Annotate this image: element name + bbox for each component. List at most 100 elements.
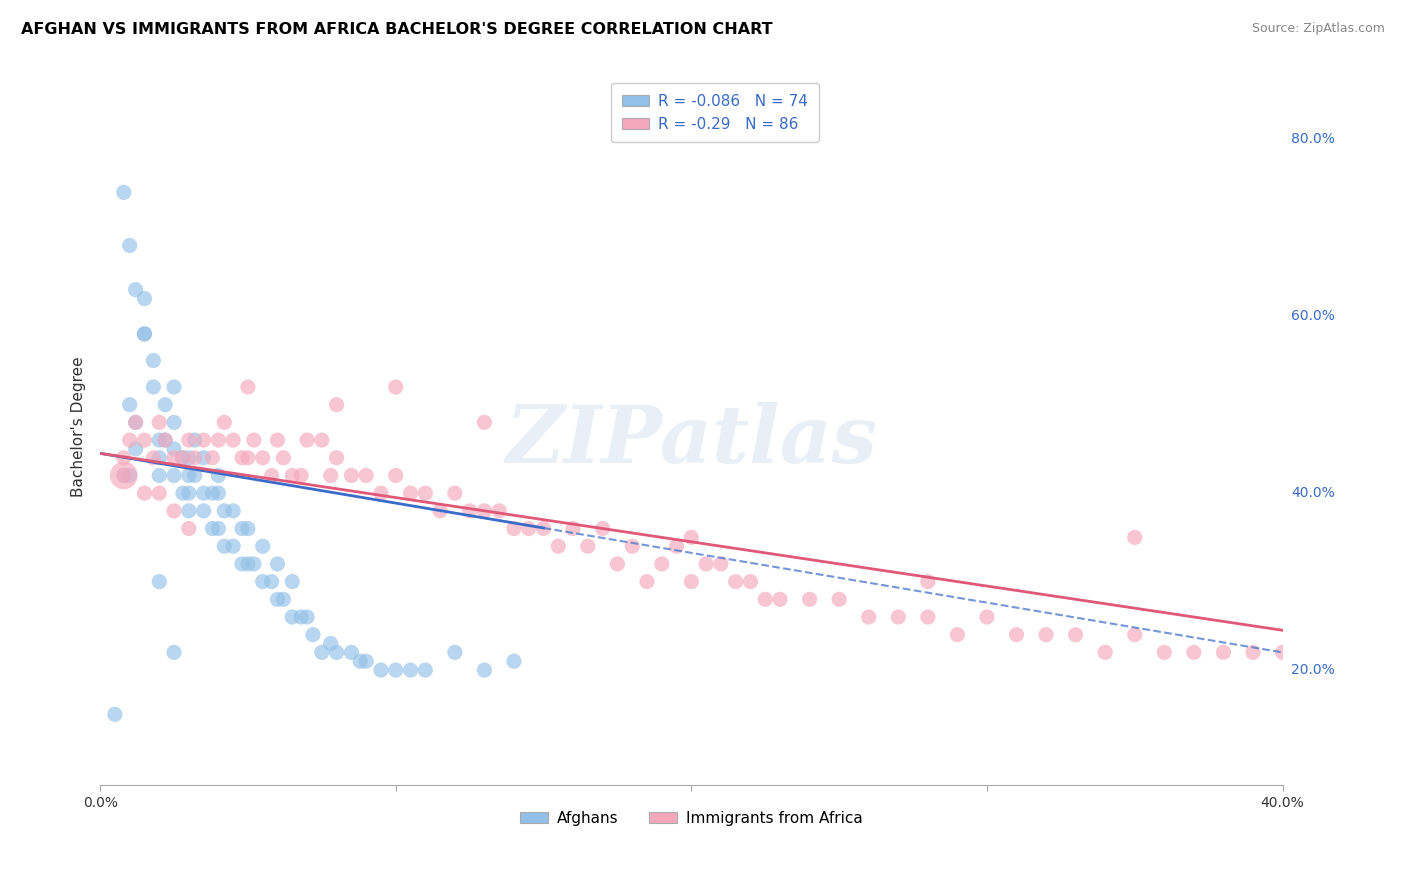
Point: [266, 592, 288, 607]
Point: [547, 539, 569, 553]
Point: [349, 654, 371, 668]
Point: [134, 433, 156, 447]
Point: [266, 557, 288, 571]
Point: [148, 574, 170, 589]
Point: [134, 292, 156, 306]
Point: [1064, 628, 1087, 642]
Point: [311, 645, 333, 659]
Point: [231, 557, 253, 571]
Point: [236, 380, 259, 394]
Point: [163, 416, 186, 430]
Point: [562, 522, 585, 536]
Point: [384, 663, 406, 677]
Point: [517, 522, 540, 536]
Point: [207, 486, 229, 500]
Point: [112, 468, 135, 483]
Point: [740, 574, 762, 589]
Point: [231, 450, 253, 465]
Point: [399, 486, 422, 500]
Point: [370, 486, 392, 500]
Point: [488, 504, 510, 518]
Point: [1182, 645, 1205, 659]
Point: [193, 486, 215, 500]
Point: [172, 450, 194, 465]
Text: Source: ZipAtlas.com: Source: ZipAtlas.com: [1251, 22, 1385, 36]
Point: [946, 628, 969, 642]
Point: [214, 539, 236, 553]
Point: [183, 468, 205, 483]
Point: [183, 433, 205, 447]
Point: [177, 433, 200, 447]
Point: [1271, 645, 1294, 659]
Point: [474, 416, 496, 430]
Point: [917, 610, 939, 624]
Point: [429, 504, 451, 518]
Point: [354, 468, 377, 483]
Point: [413, 663, 436, 677]
Point: [724, 574, 747, 589]
Text: ZIPatlas: ZIPatlas: [505, 402, 877, 480]
Point: [148, 450, 170, 465]
Point: [142, 380, 165, 394]
Legend: Afghans, Immigrants from Africa: Afghans, Immigrants from Africa: [510, 801, 872, 835]
Point: [474, 504, 496, 518]
Point: [118, 433, 141, 447]
Point: [503, 522, 526, 536]
Point: [124, 283, 146, 297]
Point: [207, 468, 229, 483]
Point: [458, 504, 481, 518]
Point: [124, 416, 146, 430]
Y-axis label: Bachelor's Degree: Bachelor's Degree: [72, 357, 86, 497]
Point: [201, 522, 224, 536]
Point: [754, 592, 776, 607]
Point: [112, 468, 135, 483]
Point: [665, 539, 688, 553]
Point: [695, 557, 717, 571]
Point: [260, 574, 283, 589]
Point: [260, 468, 283, 483]
Point: [112, 468, 135, 483]
Point: [290, 468, 312, 483]
Point: [148, 486, 170, 500]
Point: [236, 522, 259, 536]
Point: [177, 450, 200, 465]
Text: 80.0%: 80.0%: [1291, 132, 1334, 146]
Point: [917, 574, 939, 589]
Point: [222, 433, 245, 447]
Point: [153, 433, 176, 447]
Point: [112, 450, 135, 465]
Point: [134, 326, 156, 341]
Point: [201, 486, 224, 500]
Point: [319, 636, 342, 650]
Point: [273, 450, 295, 465]
Point: [474, 663, 496, 677]
Point: [252, 539, 274, 553]
Point: [214, 416, 236, 430]
Point: [243, 557, 266, 571]
Point: [1035, 628, 1057, 642]
Point: [503, 654, 526, 668]
Point: [148, 468, 170, 483]
Point: [651, 557, 673, 571]
Point: [118, 238, 141, 252]
Point: [142, 450, 165, 465]
Point: [207, 522, 229, 536]
Point: [370, 663, 392, 677]
Point: [281, 468, 304, 483]
Point: [1123, 628, 1146, 642]
Point: [193, 450, 215, 465]
Point: [681, 530, 703, 544]
Point: [243, 433, 266, 447]
Point: [153, 398, 176, 412]
Point: [124, 442, 146, 456]
Point: [887, 610, 910, 624]
Point: [290, 610, 312, 624]
Point: [1212, 645, 1234, 659]
Point: [177, 522, 200, 536]
Point: [118, 468, 141, 483]
Point: [799, 592, 821, 607]
Point: [201, 450, 224, 465]
Point: [222, 539, 245, 553]
Point: [177, 504, 200, 518]
Point: [112, 186, 135, 200]
